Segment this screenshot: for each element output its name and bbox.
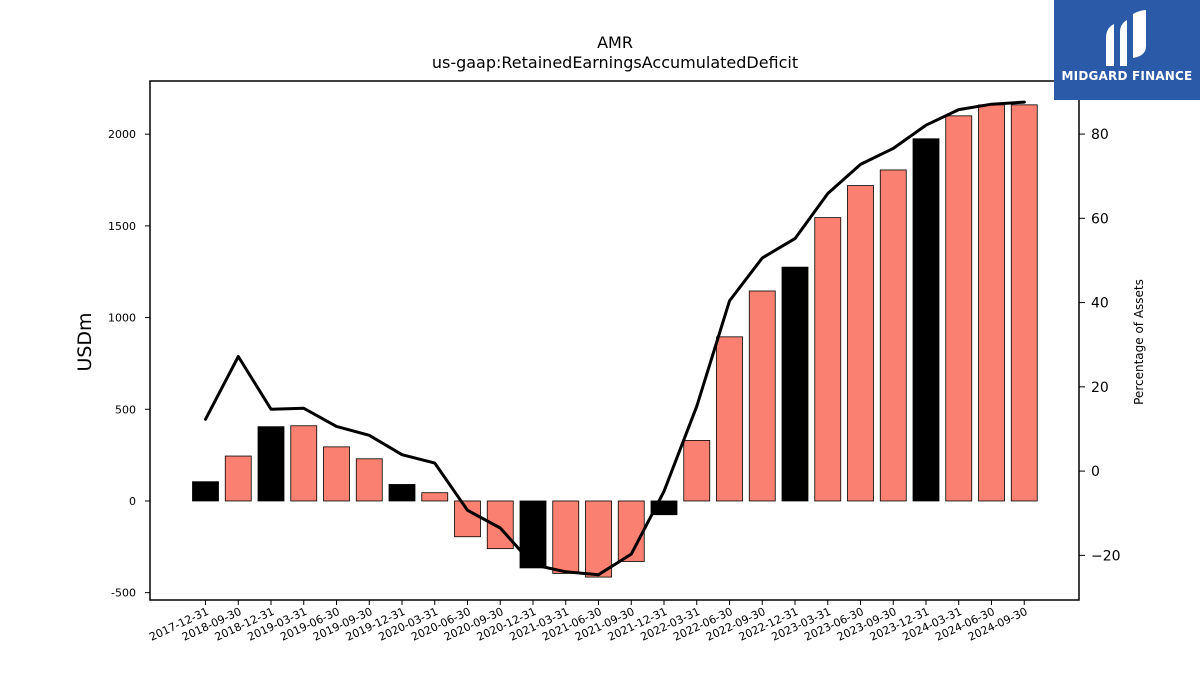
bar <box>781 266 809 502</box>
bar <box>912 138 940 502</box>
bar <box>879 169 907 502</box>
line-series <box>204 100 1026 577</box>
y-left-tick-label: 0 <box>129 495 136 508</box>
bar <box>716 336 743 502</box>
bar <box>257 426 285 502</box>
midgard-finance-logo: MIDGARD FINANCE <box>1054 0 1200 100</box>
bar <box>748 290 776 502</box>
logo-mark-icon <box>1106 10 1146 66</box>
bar <box>847 185 874 502</box>
bar <box>192 481 219 502</box>
y-right-tick-label: 0 <box>1091 464 1100 480</box>
bar <box>683 440 711 502</box>
y-left-tick-label: 1000 <box>108 312 136 325</box>
bar <box>355 458 383 502</box>
y-left-tick-label: 2000 <box>108 128 136 141</box>
chart-title: AMR <box>597 33 633 52</box>
bar <box>421 492 449 502</box>
bar <box>519 500 547 569</box>
bar <box>323 446 350 502</box>
bar <box>454 500 481 538</box>
line-path <box>204 100 1026 577</box>
bar <box>814 217 842 502</box>
bar <box>945 115 973 502</box>
bar <box>486 500 514 550</box>
bar <box>290 425 318 502</box>
y-left-tick-label: 1500 <box>108 220 136 233</box>
y-right-tick-label: 40 <box>1091 296 1109 312</box>
y-left-tick-label: 500 <box>115 403 136 416</box>
bar <box>585 500 612 578</box>
y-left-tick-label: -500 <box>111 587 136 600</box>
bar-series <box>192 104 1038 578</box>
bar <box>552 500 580 574</box>
bar <box>388 484 416 502</box>
bar <box>1010 104 1038 502</box>
y-right-tick-label: −20 <box>1091 548 1121 564</box>
y-right-tick-label: 80 <box>1091 127 1109 143</box>
plot-frame <box>149 80 1080 601</box>
y-right-tick-label: 60 <box>1091 211 1109 227</box>
y-right-tick-label: 20 <box>1091 380 1109 396</box>
chart-subtitle: us-gaap:RetainedEarningsAccumulatedDefic… <box>432 53 798 72</box>
bar <box>224 455 252 502</box>
y-axis-right-label: Percentage of Assets <box>1132 279 1146 405</box>
bar <box>978 104 1005 502</box>
y-axis-left-label: USDm <box>74 312 96 371</box>
logo-text: MIDGARD FINANCE <box>1061 69 1193 83</box>
